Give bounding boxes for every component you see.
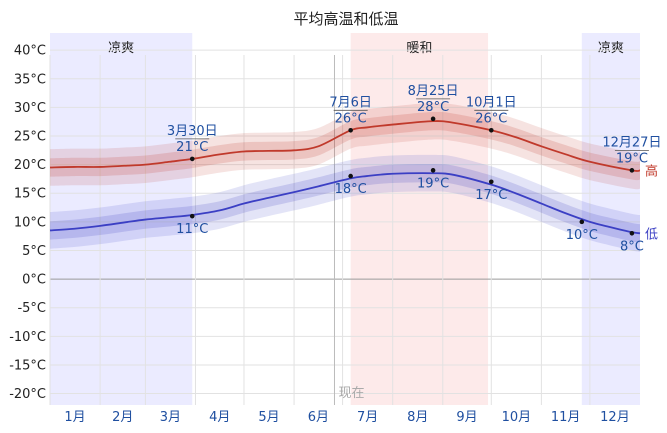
x-tick-label: 8月 — [407, 410, 428, 425]
series-label-low: 低 — [645, 227, 658, 242]
y-tick-label: -10°C — [9, 330, 46, 345]
x-tick-label: 7月 — [357, 410, 378, 425]
x-axis-ticks: 1月 2月 3月 4月 5月 6月 7月 8月 9月 10月 11月 12月 — [64, 410, 629, 425]
x-tick-label: 11月 — [551, 410, 581, 425]
annotation-point — [488, 127, 494, 133]
y-tick-label: 15°C — [14, 187, 46, 202]
season-label: 暖和 — [406, 41, 432, 56]
annotation-temp: 8°C — [620, 239, 644, 254]
annotation-point — [629, 231, 635, 236]
band-outer-low — [50, 154, 640, 252]
annotation-temp: 10°C — [566, 228, 598, 243]
annotation-date: 8月25日 — [408, 84, 459, 99]
band-outer-high — [50, 102, 640, 190]
now-label: 现在 — [338, 386, 364, 401]
annotation-date: 3月30日 — [167, 124, 218, 139]
annotation-point — [348, 173, 353, 179]
y-tick-label: 40°C — [14, 44, 46, 59]
x-tick-label: 6月 — [308, 410, 329, 425]
season-bands: 凉爽 暖和 凉爽 — [50, 33, 640, 405]
y-tick-label: -5°C — [17, 301, 46, 316]
annotation-point — [579, 219, 585, 225]
x-tick-label: 12月 — [600, 410, 630, 425]
annotation-temp: 18°C — [335, 182, 367, 197]
line-high — [49, 120, 641, 172]
annotation-temp: 26°C — [475, 111, 507, 126]
x-tick-label: 3月 — [160, 410, 181, 425]
annotation-temp: 21°C — [176, 140, 208, 155]
y-tick-label: -15°C — [9, 358, 46, 373]
season-label: 凉爽 — [108, 41, 134, 56]
annotation-date: 10月1日 — [466, 95, 517, 110]
chart-title: 平均高温和低温 — [293, 10, 398, 28]
annotation-date: 7月6日 — [329, 95, 372, 110]
annotation-point — [189, 156, 195, 162]
annotation-point — [430, 116, 436, 122]
season-band-warm — [350, 33, 489, 405]
annotation-point — [189, 213, 195, 219]
y-tick-label: 20°C — [14, 158, 46, 173]
y-tick-label: 10°C — [14, 215, 46, 230]
x-tick-label: 1月 — [64, 410, 85, 425]
annotation-temp: 28°C — [417, 100, 449, 115]
season-band-cool — [50, 33, 193, 405]
annotation-temp: 19°C — [417, 176, 449, 191]
y-axis-ticks: 40°C 35°C 30°C 25°C 20°C 15°C 10°C 5°C 0°C -5°C -1… — [9, 44, 46, 402]
annotation-point — [430, 168, 436, 173]
grid-lines: 现在 — [49, 49, 640, 405]
annotation-temp: 26°C — [335, 111, 367, 126]
x-tick-label: 4月 — [209, 410, 230, 425]
y-tick-label: -20°C — [9, 387, 46, 402]
annotation-date: 12月27日 — [602, 135, 661, 150]
y-tick-label: 25°C — [14, 130, 46, 145]
season-label: 凉爽 — [598, 41, 624, 56]
x-tick-label: 10月 — [502, 410, 532, 425]
series-label-high: 高 — [645, 163, 658, 179]
annotation-point — [488, 179, 494, 185]
y-tick-label: 0°C — [22, 273, 46, 288]
annotation-temp: 17°C — [475, 188, 507, 203]
x-tick-label: 9月 — [456, 410, 477, 425]
y-tick-label: 5°C — [22, 244, 46, 259]
annotation-point — [348, 127, 353, 133]
x-tick-label: 5月 — [258, 410, 279, 425]
y-tick-label: 35°C — [14, 72, 46, 87]
annotation-temp: 19°C — [616, 151, 648, 166]
season-band-cool — [581, 33, 640, 405]
y-tick-label: 30°C — [14, 101, 46, 116]
annotation-temp: 11°C — [176, 222, 208, 237]
annotation-point — [629, 168, 635, 173]
x-tick-label: 2月 — [112, 410, 133, 425]
